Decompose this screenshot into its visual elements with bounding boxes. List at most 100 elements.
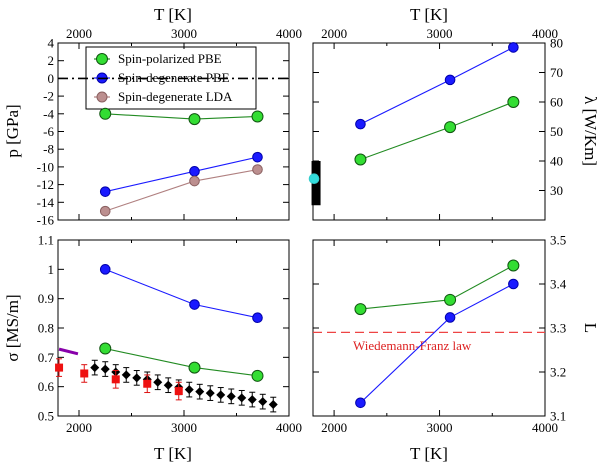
- pressure-yticklabel-left-10: 4: [48, 36, 55, 51]
- lambda-ylabel: λ [W/Km]: [581, 96, 600, 166]
- electrical-conductivity-experiment-diamonds-point-7: [163, 380, 173, 390]
- electrical-conductivity-spin-degenerate-pbe-point-2: [252, 312, 263, 324]
- thermal-conductivity-spin-polarized-pbe-point-0: [354, 153, 367, 166]
- electrical-conductivity-experiment-diamonds-point-15: [247, 395, 257, 405]
- electrical-conductivity-spin-degenerate-pbe-point-0: [99, 264, 111, 275]
- electrical-conductivity-experiment-diamonds-point-12: [216, 390, 226, 400]
- pressure-spin-polarized-pbe-point-0: [99, 107, 112, 120]
- thermal-conductivity-spin-polarized-pbe-point-2: [507, 96, 520, 108]
- electrical-conductivity-experiment-squares-point-0: [55, 363, 64, 372]
- electrical-conductivity-experiment-squares-point-2: [111, 375, 120, 384]
- electrical-conductivity-spin-degenerate-pbe-point-1: [189, 299, 200, 310]
- pressure-spin-degenerate-lda-point-1: [189, 175, 200, 187]
- electrical-conductivity-experiment-diamonds-point-0: [90, 363, 100, 373]
- legend-label-spin-degenerate-lda: Spin-degenerate LDA: [118, 89, 233, 104]
- electrical-conductivity-experiment-diamonds-point-16: [258, 397, 268, 407]
- electrical-conductivity-experiment-squares-point-3: [143, 379, 152, 388]
- thermal-conductivity-spin-polarized-pbe-line: [360, 101, 514, 161]
- thermal-conductivity-spin-degenerate-pbe-line: [360, 46, 514, 125]
- sigma-ylabel: σ [MS/m]: [3, 294, 22, 361]
- thermal-conductivity-yticklabel-right-1: 40: [550, 154, 563, 169]
- pressure-spin-degenerate-lda-point-0: [99, 205, 111, 217]
- electrical-conductivity-yticklabel-left-4: 0.9: [38, 291, 54, 306]
- lorenz-number-xticklabel-bottom-2: 4000: [532, 420, 558, 435]
- pressure-yticklabel-left-5: -6: [43, 124, 54, 139]
- thermal-conductivity-spin-degenerate-pbe-point-0: [355, 118, 366, 130]
- pressure-spin-degenerate-pbe-point-2: [252, 151, 263, 163]
- thermal-conductivity-yticklabel-right-0: 30: [550, 183, 563, 198]
- electrical-conductivity-xticklabel-bottom-1: 3000: [171, 420, 197, 435]
- panel-sigma-frame: [57, 239, 290, 417]
- lorenz-number-yticklabel-right-0: 3.1: [550, 409, 566, 424]
- pressure-yticklabel-left-3: -10: [37, 159, 54, 174]
- thermal-conductivity-xticklabel-top-1: 3000: [427, 26, 453, 41]
- lorenz-number-spin-degenerate-pbe-point-0: [355, 397, 366, 409]
- electrical-conductivity-experiment-diamonds-point-1: [100, 364, 110, 374]
- lorenz-number-xticklabel-bottom-1: 3000: [427, 420, 453, 435]
- lorenz-number-spin-polarized-pbe-point-1: [444, 293, 457, 306]
- pressure-yticklabel-left-6: -4: [43, 106, 54, 121]
- lorenz-number-spin-polarized-pbe-point-0: [354, 303, 367, 316]
- electrical-conductivity-yticklabel-left-0: 0.5: [38, 409, 54, 424]
- electrical-conductivity-yticklabel-left-5: 1: [48, 262, 55, 277]
- electrical-conductivity-experiment-diamonds-point-3: [121, 370, 131, 380]
- electrical-conductivity-xticklabel-bottom-0: 2000: [66, 420, 92, 435]
- pressure-yticklabel-left-9: 2: [48, 53, 55, 68]
- lorenz-number-yticklabel-right-2: 3.3: [550, 321, 566, 336]
- pressure-spin-degenerate-pbe-line: [105, 156, 258, 193]
- lambda-xlabel-top: T [K]: [410, 5, 448, 24]
- electrical-conductivity-spin-degenerate-pbe-line: [105, 268, 258, 319]
- thermal-conductivity-spin-polarized-pbe-point-1: [444, 121, 457, 134]
- electrical-conductivity-experiment-squares-point-1: [80, 369, 89, 378]
- electrical-conductivity-spin-polarized-pbe-line: [105, 347, 258, 377]
- lorenz-number-yticklabel-right-3: 3.4: [550, 277, 567, 292]
- lorenz-number-xticklabel-bottom-0: 2000: [321, 420, 347, 435]
- lorenz-number-spin-degenerate-pbe-point-1: [444, 312, 456, 323]
- pressure-yticklabel-left-7: -2: [43, 89, 54, 104]
- pressure-xticklabel-top-2: 4000: [276, 26, 302, 41]
- lorenz-xlabel: T [K]: [410, 444, 448, 463]
- electrical-conductivity-yticklabel-left-6: 1.1: [38, 233, 54, 248]
- electrical-conductivity-experiment-diamonds-point-9: [184, 385, 194, 395]
- electrical-conductivity-xticklabel-bottom-2: 4000: [276, 420, 302, 435]
- pressure-spin-polarized-pbe-line: [105, 113, 258, 120]
- thermal-conductivity-yticklabel-right-2: 50: [550, 124, 563, 139]
- electrical-conductivity-spin-polarized-pbe-point-0: [99, 342, 112, 355]
- electrical-conductivity-experiment-squares-point-4: [174, 387, 183, 396]
- pressure-spin-polarized-pbe-point-2: [251, 110, 264, 123]
- legend-label-spin-degenerate-pbe: Spin-degenerate PBE: [118, 70, 230, 85]
- pressure-spin-degenerate-pbe-point-1: [189, 166, 200, 177]
- electrical-conductivity-experiment-diamonds-point-6: [153, 377, 163, 387]
- electrical-conductivity-spin-polarized-pbe-point-1: [188, 361, 201, 374]
- thermal-conductivity-xticklabel-top-2: 4000: [532, 26, 558, 41]
- lorenz-number-yticklabel-right-1: 3.2: [550, 365, 566, 380]
- pressure-yticklabel-left-0: -16: [37, 213, 55, 228]
- thermal-conductivity-yticklabel-right-3: 60: [550, 95, 563, 110]
- pressure-spin-degenerate-pbe-point-0: [99, 186, 111, 197]
- wiedemann-franz-label: Wiedemann-Franz law: [353, 338, 472, 353]
- electrical-conductivity-reference-purple-line: [58, 347, 79, 356]
- pressure-spin-polarized-pbe-point-1: [188, 113, 201, 126]
- pressure-yticklabel-left-4: -8: [43, 142, 54, 157]
- electrical-conductivity-spin-polarized-pbe-point-2: [251, 369, 264, 382]
- electrical-conductivity-yticklabel-left-2: 0.7: [38, 350, 55, 365]
- electrical-conductivity-experiment-diamonds-point-17: [268, 400, 278, 410]
- pressure-xlabel: T [K]: [154, 5, 192, 24]
- electrical-conductivity-experiment-diamonds-point-11: [205, 388, 215, 398]
- pressure-ylabel: p [GPa]: [3, 104, 22, 157]
- legend-label-spin-polarized-pbe: Spin-polarized PBE: [118, 51, 222, 66]
- pressure-spin-degenerate-lda-line: [105, 169, 258, 212]
- thermal-conductivity-xticklabel-top-0: 2000: [321, 26, 347, 41]
- pressure-yticklabel-left-2: -12: [37, 177, 54, 192]
- thermal-conductivity-yticklabel-right-5: 80: [550, 36, 563, 51]
- panel-lambda-frame: [312, 42, 546, 221]
- sigma-xlabel: T [K]: [154, 444, 192, 463]
- plot-layer: 2000 3000 4000 -16 -14 -12 -10 -8 -6 -4 -2 0 2 4 2000 3…: [37, 26, 567, 435]
- electrical-conductivity-experiment-diamonds-point-14: [237, 393, 247, 403]
- lorenz-number-spin-degenerate-pbe-point-2: [508, 278, 519, 290]
- electrical-conductivity-experiment-diamonds-point-10: [195, 387, 205, 397]
- lorenz-ylabel: L: [581, 323, 600, 333]
- lorenz-number-yticklabel-right-4: 3.5: [550, 233, 566, 248]
- thermal-conductivity-spin-degenerate-pbe-point-2: [508, 42, 519, 53]
- thermal-conductivity-yticklabel-right-4: 70: [550, 65, 563, 80]
